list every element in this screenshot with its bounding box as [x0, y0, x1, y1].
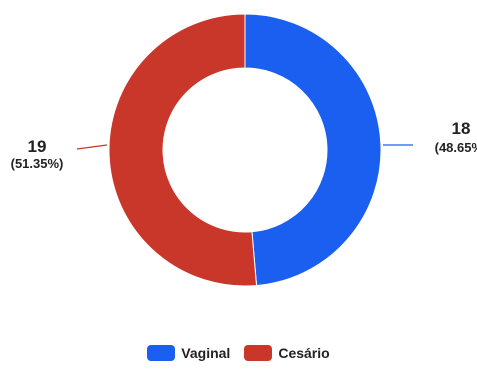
- legend: Vaginal Cesário: [0, 345, 477, 361]
- legend-label-cesario: Cesário: [278, 345, 330, 361]
- legend-label-vaginal: Vaginal: [181, 345, 231, 361]
- slice-vaginal[interactable]: [244, 13, 382, 287]
- donut-chart: 18 (48.65%) 19(51.35%): [11, 13, 477, 287]
- slice-cesario[interactable]: [108, 13, 258, 287]
- legend-item-cesario[interactable]: Cesário: [244, 345, 330, 361]
- percent-label-cesario: (51.35%): [11, 156, 64, 171]
- leader-line-cesario: [76, 144, 108, 150]
- percent-label-vaginal: (48.65%): [435, 140, 477, 155]
- legend-item-vaginal[interactable]: Vaginal: [147, 345, 230, 361]
- value-label-vaginal: 18: [452, 119, 471, 138]
- value-label-cesario: 19: [28, 137, 47, 156]
- legend-swatch-vaginal: [147, 345, 176, 361]
- legend-swatch-cesario: [244, 345, 273, 361]
